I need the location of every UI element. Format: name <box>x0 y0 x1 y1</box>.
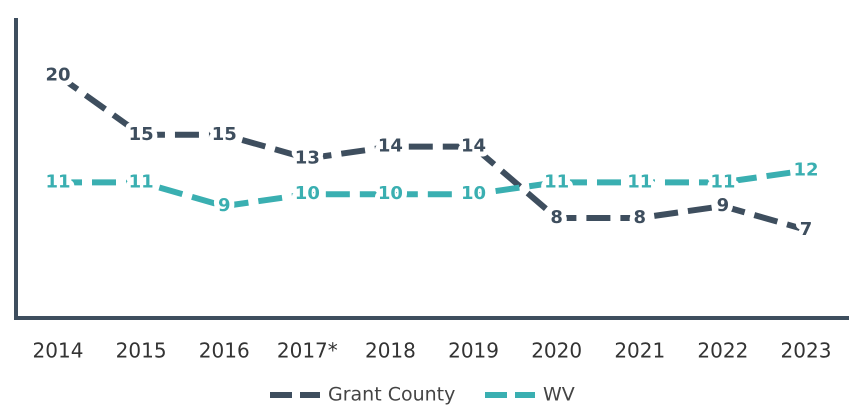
x-tick-label: 2021 <box>614 339 665 363</box>
data-label: 11 <box>129 171 154 192</box>
x-tick-label: 2018 <box>365 339 416 363</box>
x-tick-label: 2019 <box>448 339 499 363</box>
data-label: 14 <box>461 136 486 157</box>
x-tick-label: 2014 <box>33 339 84 363</box>
x-tick-label: 2020 <box>531 339 582 363</box>
x-tick-label: 2017* <box>277 339 338 363</box>
legend-label: Grant County <box>328 384 455 406</box>
x-tick-label: 2023 <box>781 339 832 363</box>
data-label: 7 <box>800 219 813 240</box>
data-label: 10 <box>295 183 320 204</box>
data-label: 13 <box>295 148 320 169</box>
x-tick-label: 2022 <box>697 339 748 363</box>
data-label: 14 <box>378 136 403 157</box>
data-label: 15 <box>212 124 237 145</box>
data-label: 10 <box>461 183 486 204</box>
data-label: 10 <box>378 183 403 204</box>
data-label: 8 <box>550 207 563 228</box>
legend-label: WV <box>543 384 575 406</box>
series-line <box>56 72 807 233</box>
x-tick-label: 2016 <box>199 339 250 363</box>
data-label: 11 <box>45 171 70 192</box>
data-label: 9 <box>717 195 730 216</box>
data-label: 11 <box>627 171 652 192</box>
data-label: 9 <box>218 195 231 216</box>
data-label: 11 <box>544 171 569 192</box>
series-line <box>58 167 807 210</box>
data-label: 15 <box>129 124 154 145</box>
x-tick-label: 2015 <box>116 339 167 363</box>
data-label: 11 <box>710 171 735 192</box>
data-label: 20 <box>45 64 70 85</box>
data-label: 8 <box>634 207 647 228</box>
data-label: 12 <box>793 159 818 180</box>
